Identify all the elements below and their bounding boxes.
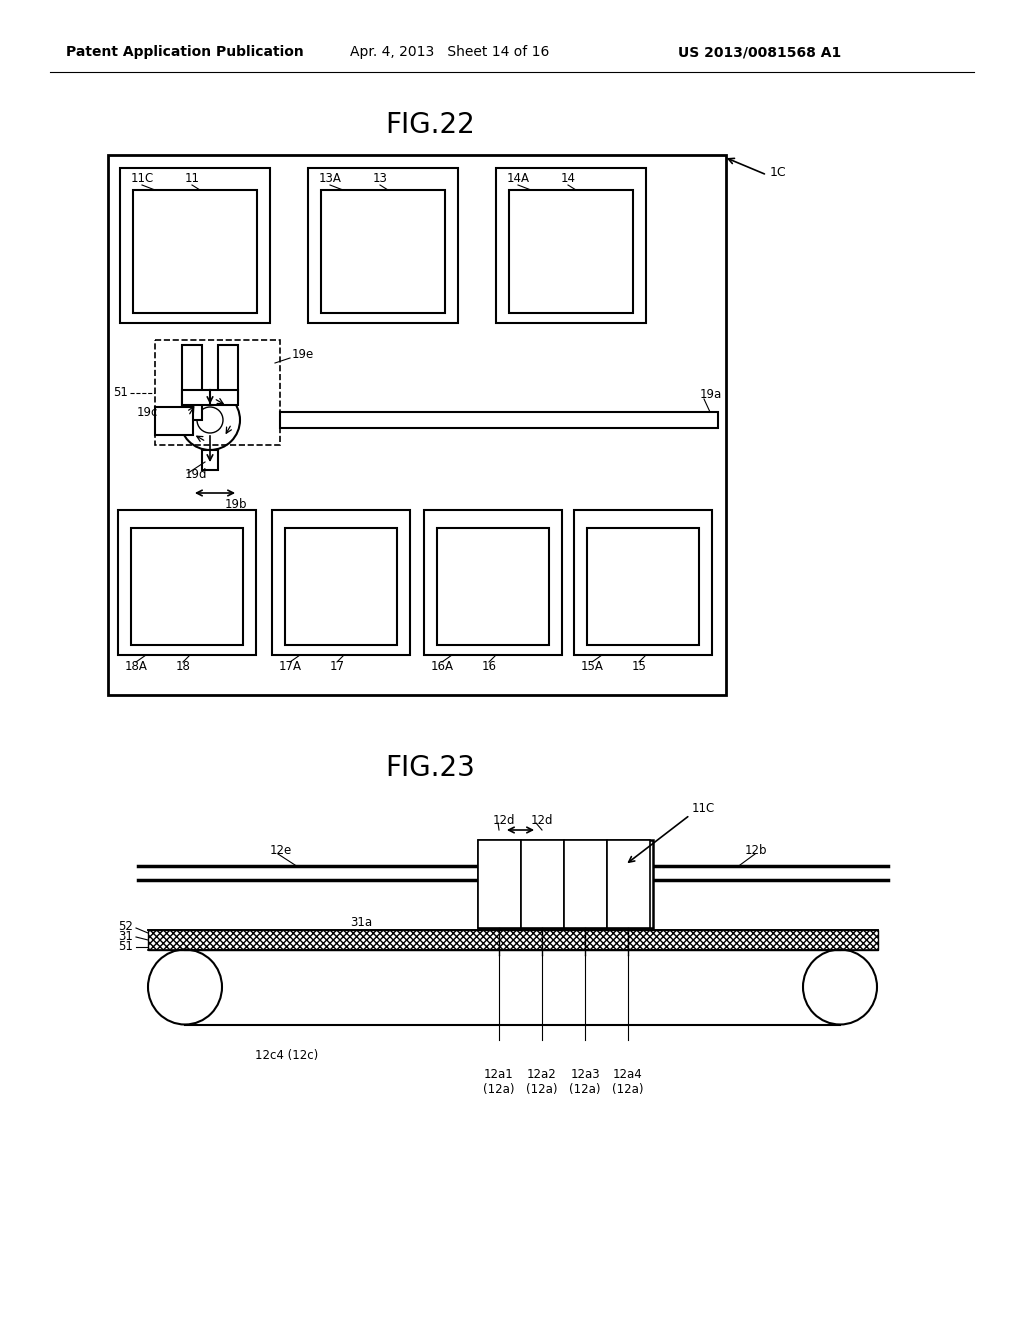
Text: FIG.22: FIG.22 — [385, 111, 475, 139]
Bar — [424, 510, 562, 655]
Text: 12e: 12e — [270, 843, 292, 857]
Text: 31a: 31a — [350, 916, 372, 929]
Bar — [182, 345, 202, 420]
Text: 14A: 14A — [507, 173, 529, 186]
Bar — [478, 840, 521, 928]
Bar — [564, 840, 607, 928]
Text: 51: 51 — [118, 940, 133, 953]
Text: 12a4
(12a): 12a4 (12a) — [612, 1068, 644, 1096]
Text: Apr. 4, 2013   Sheet 14 of 16: Apr. 4, 2013 Sheet 14 of 16 — [350, 45, 550, 59]
Text: FIG.23: FIG.23 — [385, 754, 475, 781]
Text: 14: 14 — [560, 173, 575, 186]
Text: 19e: 19e — [292, 348, 314, 362]
Bar — [280, 412, 718, 428]
Bar — [285, 528, 397, 645]
Text: 11C: 11C — [692, 801, 715, 814]
Text: 52: 52 — [118, 920, 133, 932]
Text: 12d: 12d — [531, 813, 554, 826]
Bar — [574, 510, 712, 655]
Text: 17: 17 — [330, 660, 344, 673]
Text: 31: 31 — [118, 929, 133, 942]
Text: 12b: 12b — [745, 843, 768, 857]
Text: 12a1
(12a): 12a1 (12a) — [483, 1068, 515, 1096]
Bar — [437, 528, 549, 645]
Text: 11C: 11C — [130, 173, 154, 186]
Bar — [272, 510, 410, 655]
Text: 19b: 19b — [225, 499, 248, 511]
Text: 51: 51 — [113, 387, 128, 400]
Text: 12d: 12d — [493, 813, 515, 826]
Bar — [509, 190, 633, 313]
Bar — [587, 528, 699, 645]
Text: 13: 13 — [373, 173, 387, 186]
Bar — [308, 168, 458, 323]
Bar — [118, 510, 256, 655]
Text: 16: 16 — [481, 660, 497, 673]
Text: Patent Application Publication: Patent Application Publication — [67, 45, 304, 59]
Bar — [202, 450, 218, 470]
Text: 12a3
(12a): 12a3 (12a) — [569, 1068, 601, 1096]
Text: 1C: 1C — [770, 165, 786, 178]
Text: 18A: 18A — [125, 660, 147, 673]
Text: 19d: 19d — [185, 469, 208, 482]
Text: 12a2
(12a): 12a2 (12a) — [526, 1068, 558, 1096]
Bar — [155, 341, 280, 445]
Bar — [478, 840, 653, 928]
Bar — [120, 168, 270, 323]
Text: 15: 15 — [632, 660, 646, 673]
Bar — [133, 190, 257, 313]
Bar — [218, 345, 238, 400]
Text: 18: 18 — [175, 660, 190, 673]
Bar — [131, 528, 243, 645]
Bar — [155, 407, 193, 436]
Text: 11: 11 — [184, 173, 200, 186]
Bar — [496, 168, 646, 323]
Bar — [607, 840, 650, 928]
Bar — [182, 389, 238, 405]
Text: 16A: 16A — [430, 660, 454, 673]
Text: 13A: 13A — [318, 173, 341, 186]
Text: 19c: 19c — [136, 405, 158, 418]
Text: 19a: 19a — [700, 388, 722, 401]
Text: 15A: 15A — [581, 660, 603, 673]
Bar — [148, 931, 878, 950]
Bar — [108, 154, 726, 696]
Bar — [521, 840, 564, 928]
Text: US 2013/0081568 A1: US 2013/0081568 A1 — [678, 45, 842, 59]
Text: 17A: 17A — [279, 660, 301, 673]
Text: 12c4 (12c): 12c4 (12c) — [255, 1048, 318, 1061]
Bar — [321, 190, 445, 313]
